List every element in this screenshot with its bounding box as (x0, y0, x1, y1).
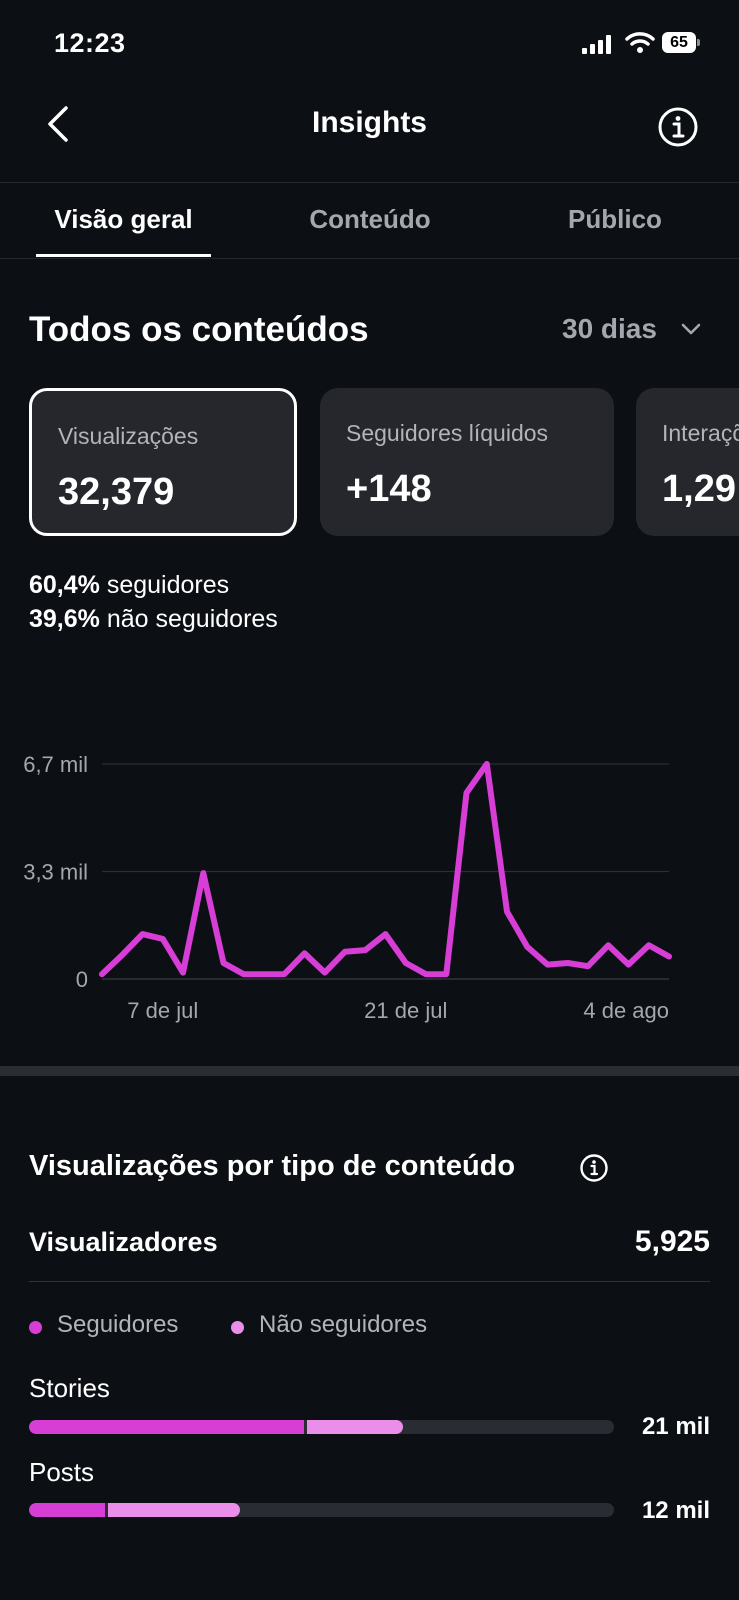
metric-card-net-followers[interactable]: Seguidores líquidos +148 (320, 388, 614, 536)
legend-label-non-followers: Não seguidores (259, 1311, 428, 1338)
x-tick-label: 4 de ago (583, 998, 669, 1023)
back-chevron-icon[interactable] (40, 104, 76, 144)
section-title: Todos os conteúdos (29, 310, 369, 349)
info-icon[interactable] (579, 1153, 609, 1183)
active-tab-indicator (36, 254, 211, 257)
views-line-chart: 0 3,3 mil 6,7 mil 7 de jul 21 de jul 4 de ago (23, 752, 672, 1023)
list-divider (29, 1281, 710, 1282)
metric-card-interactions[interactable]: Interações 1,29 (636, 388, 739, 536)
tab-audience[interactable]: Público (568, 204, 662, 234)
cellular-signal-icon (582, 34, 616, 54)
metric-label: Visualizações (58, 423, 199, 449)
tabs-divider (0, 258, 739, 259)
non-followers-label: não seguidores (106, 605, 278, 633)
tab-content[interactable]: Conteúdo (309, 204, 431, 234)
y-tick-label: 6,7 mil (23, 752, 88, 777)
legend-dot-non-followers (231, 1321, 244, 1334)
metric-label: Seguidores líquidos (346, 420, 549, 446)
legend-label-followers: Seguidores (57, 1311, 179, 1338)
stories-bar (29, 1420, 614, 1434)
wifi-icon (625, 32, 655, 53)
followers-pct: 60,4% (29, 571, 100, 599)
metric-value: 1,29 (662, 468, 736, 510)
x-tick-label: 7 de jul (127, 998, 198, 1023)
views-series-line (99, 761, 672, 978)
stories-followers-segment (29, 1420, 304, 1434)
y-tick-label: 0 (76, 967, 88, 992)
row-label-posts: Posts (29, 1457, 95, 1487)
non-followers-split-line: 39,6% não seguidores (29, 605, 278, 634)
chevron-down-icon[interactable] (680, 320, 702, 338)
views-by-type-title: Visualizações por tipo de conteúdo (29, 1150, 516, 1182)
metric-value: 32,379 (58, 471, 175, 513)
followers-split-line: 60,4% seguidores (29, 571, 229, 600)
metric-card-views[interactable]: Visualizações 32,379 (29, 388, 297, 536)
posts-non-followers-segment (108, 1503, 240, 1517)
y-tick-label: 3,3 mil (23, 860, 88, 885)
row-value-posts: 12 mil (641, 1497, 710, 1524)
tab-overview[interactable]: Visão geral (54, 204, 193, 234)
stories-non-followers-segment (306, 1420, 404, 1434)
non-followers-pct: 39,6% (29, 605, 100, 633)
followers-label: seguidores (106, 571, 230, 599)
posts-followers-segment (29, 1503, 106, 1517)
section-divider (0, 1066, 739, 1076)
page-title: Insights (311, 106, 427, 139)
viewers-value: 5,925 (634, 1225, 710, 1258)
battery-tip (697, 39, 700, 46)
header-divider (0, 182, 739, 183)
status-time: 12:23 (54, 28, 126, 58)
row-label-stories: Stories (29, 1373, 110, 1403)
info-icon[interactable] (657, 106, 699, 148)
x-tick-label: 21 de jul (364, 998, 447, 1023)
viewers-label: Visualizadores (29, 1227, 218, 1257)
legend-dot-followers (29, 1321, 42, 1334)
metric-label: Interações (662, 420, 739, 446)
posts-bar (29, 1503, 614, 1517)
metric-value: +148 (346, 468, 432, 510)
date-range-selector[interactable]: 30 dias (562, 313, 657, 344)
battery-icon: 65 (662, 32, 696, 53)
row-value-stories: 21 mil (641, 1413, 710, 1440)
